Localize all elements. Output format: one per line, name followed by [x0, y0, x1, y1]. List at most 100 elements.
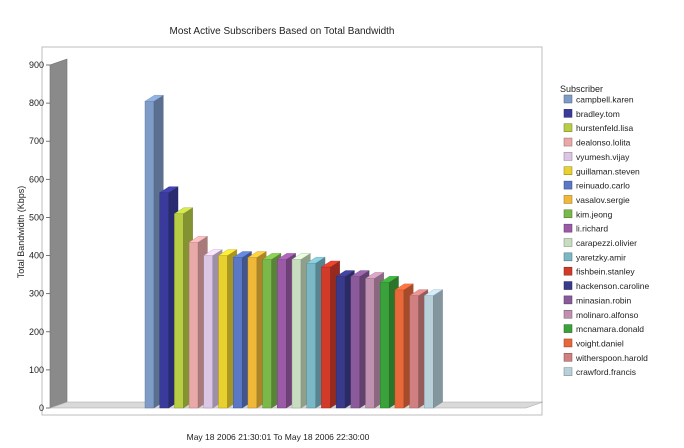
legend-title: Subscriber	[560, 84, 603, 94]
legend-swatch	[563, 338, 573, 348]
legend-swatch	[563, 353, 573, 362]
legend-item-label: li.richard	[576, 224, 608, 234]
bar-front	[335, 276, 346, 409]
y-tick-label: 100	[29, 365, 44, 375]
legend-swatch	[563, 166, 573, 175]
y-tick-label: 200	[29, 327, 44, 337]
legend-swatch	[563, 281, 573, 290]
bar-front	[174, 213, 184, 409]
bar-top	[203, 249, 223, 256]
legend-swatch	[563, 266, 573, 276]
legend-item-label: vasalov.sergie	[576, 195, 630, 205]
legend-item-label: kim.jeong	[576, 209, 613, 219]
bar-top	[217, 249, 238, 256]
chart-title: Most Active Subscribers Based on Total B…	[170, 26, 395, 37]
bar	[423, 289, 444, 409]
bar-front	[218, 255, 228, 409]
legend: Subscriber campbell.karen bradley.tom hurs…	[560, 84, 650, 377]
bar-front	[247, 257, 258, 409]
legend-swatch	[563, 195, 573, 204]
bar-top	[144, 95, 164, 102]
legend-item-label: hackenson.caroline	[576, 281, 650, 291]
bar-top	[276, 253, 297, 260]
legend-swatch	[563, 324, 573, 333]
legend-swatch	[563, 109, 573, 118]
bar-top	[232, 251, 253, 258]
legend-item-label: mcnamara.donald	[576, 324, 644, 334]
bar-top	[423, 289, 444, 296]
bar-front	[159, 192, 169, 409]
legend-swatch	[563, 238, 573, 247]
bar-front	[350, 276, 360, 409]
y-tick-label: 300	[29, 289, 44, 299]
legend-item-label: guillaman.steven	[576, 166, 640, 176]
legend-item-label: witherspoon.harold	[575, 353, 648, 363]
legend-swatch	[563, 310, 573, 319]
legend-item-label: voight.daniel	[576, 338, 624, 348]
bar-front	[380, 282, 390, 409]
legend-swatch	[563, 295, 573, 305]
y-tick-label: 900	[29, 60, 44, 70]
bar-front	[203, 255, 214, 409]
bar-front	[188, 242, 199, 409]
legend-swatch	[563, 180, 573, 190]
legend-swatch	[563, 152, 573, 161]
bar-top	[306, 257, 326, 264]
bar-top	[159, 186, 179, 193]
bar-top	[173, 207, 194, 214]
bar-front	[424, 295, 434, 409]
y-tick-label: 0	[39, 403, 44, 413]
x-axis-label: May 18 2006 21:30:01 To May 18 2006 22:3…	[187, 432, 370, 442]
legend-item-label: bradley.tom	[576, 109, 620, 119]
bar-top	[247, 251, 267, 258]
legend-item-label: reinuado.carlo	[576, 181, 630, 191]
bar-top	[350, 270, 370, 277]
legend-item-label: crawford.francis	[576, 367, 636, 377]
legend-item-label: hurstenfeld.lisa	[576, 123, 633, 133]
y-tick-label: 600	[29, 174, 44, 184]
bar-top	[320, 260, 341, 268]
legend-swatch	[563, 137, 573, 147]
bar-front	[144, 101, 155, 409]
bar-front	[409, 295, 419, 409]
legend-item-label: campbell.karen	[576, 95, 634, 105]
legend-item-label: molinaro.alfonso	[576, 310, 639, 320]
legend-swatch	[563, 209, 573, 219]
bar-series	[144, 94, 444, 409]
legend-swatch	[563, 123, 573, 132]
bar-top	[364, 272, 385, 279]
bar-top	[409, 289, 429, 296]
bar-top	[335, 270, 355, 277]
y-tick-label: 500	[29, 212, 44, 222]
y-tick-label: 700	[29, 136, 44, 146]
bar-side	[433, 289, 443, 409]
legend-swatch	[563, 223, 573, 233]
legend-swatch	[563, 367, 573, 376]
legend-swatch	[563, 94, 573, 104]
legend-item-label: dealonso.lolita	[576, 138, 631, 148]
bar-front	[232, 257, 243, 409]
legend-item-label: fishbein.stanley	[576, 267, 635, 277]
bar-front	[394, 289, 405, 409]
legend-item-label: yaretzky.amir	[576, 252, 626, 262]
y-axis: 0 100 200 300 400 500 600 700 800 900	[29, 58, 68, 413]
bar-front	[291, 259, 302, 409]
bar-top	[379, 276, 400, 283]
bar-front	[306, 262, 316, 409]
y-axis-wall	[49, 58, 68, 409]
legend-item-label: minasian.robin	[576, 295, 632, 305]
bar-top	[394, 283, 414, 291]
bar-top	[188, 236, 208, 243]
bar-top	[262, 253, 282, 260]
y-tick-label: 800	[29, 98, 44, 108]
bar-front	[321, 266, 331, 409]
legend-swatch	[563, 252, 573, 262]
bar-top	[291, 253, 311, 260]
legend-item-label: carapezzi.olivier	[576, 238, 637, 248]
bar-front	[262, 259, 272, 409]
bar-front	[277, 259, 287, 409]
y-tick-label: 400	[29, 251, 44, 261]
legend-item-label: vyumesh.vijay	[576, 152, 630, 162]
